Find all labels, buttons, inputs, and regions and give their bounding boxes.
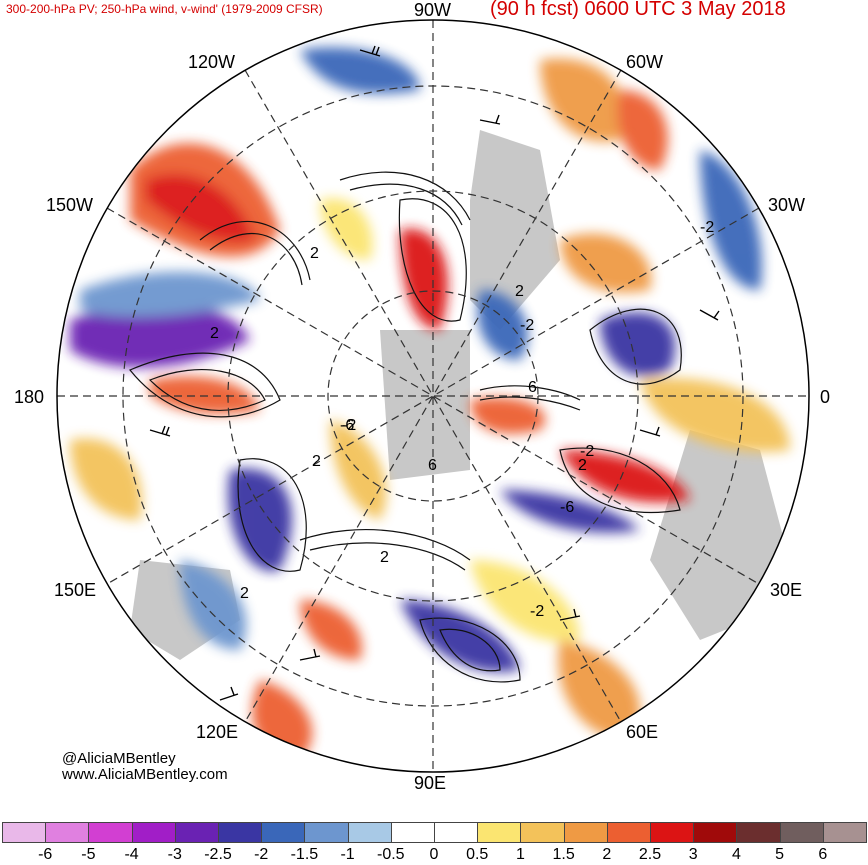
contour-label: -6: [560, 499, 574, 516]
contour-label: 2: [310, 245, 319, 262]
colorbar-tick-label: -1: [340, 846, 355, 863]
colorbar-tick-label: -0.5: [377, 846, 405, 863]
colorbar-tick-label: -4: [124, 846, 139, 863]
contour-label: 2: [312, 453, 321, 470]
colorbar-swatch: [434, 822, 479, 843]
colorbar-swatch: [88, 822, 133, 843]
lon-label-120e: 120E: [196, 722, 239, 742]
contour-label: 2: [578, 457, 587, 474]
wind-barbs: [149, 45, 720, 701]
colorbar-tick-label: 1: [515, 846, 525, 863]
lon-label-60w: 60W: [626, 52, 664, 72]
lon-label-150e: 150E: [54, 580, 97, 600]
colorbar-swatch: [347, 822, 392, 843]
colorbar-swatch: [304, 822, 349, 843]
polar-map: 2 2 2 2 2 2 2 -2 -2 -2 -2 -6 -6 6 6 -2: [56, 19, 810, 773]
colorbar-tick-label: 2: [602, 846, 612, 863]
colorbar-tick-label: 3: [688, 846, 698, 863]
lat-lon-grid: [57, 20, 809, 772]
colorbar: -6 -5 -4 -3 -2.5 -2 -1.5 -1 -0.5 0 0.5 1 1.5 2 2.5 3 4 5 6: [0, 822, 868, 865]
map-title-variables: 300-200-hPa PV; 250-hPa wind, v-wind' (1…: [6, 2, 323, 16]
contour-label: -2: [520, 317, 534, 334]
lon-label-150w: 150W: [46, 195, 94, 215]
contour-label: 6: [528, 379, 537, 396]
contour-label: -6: [340, 417, 354, 434]
contour-label: -2: [342, 417, 356, 434]
contour-label: 2: [515, 283, 524, 300]
lon-label-90e: 90E: [414, 773, 447, 793]
colorbar-swatch: [736, 822, 781, 843]
map-title-forecast-time: (90 h fcst) 0600 UTC 3 May 2018: [490, 0, 786, 20]
contour-label: -2: [580, 443, 594, 460]
colorbar-swatch: [218, 822, 263, 843]
lon-label-90w: 90W: [414, 0, 452, 20]
colorbar-tick-label: -6: [38, 846, 53, 863]
contour-label: 2: [380, 549, 389, 566]
colorbar-swatch: [520, 822, 565, 843]
colorbar-swatch: [390, 822, 435, 843]
lon-label-0: 0: [820, 387, 831, 407]
colorbar-tick-label: -5: [81, 846, 96, 863]
colorbar-swatch: [261, 822, 306, 843]
colorbar-tick-label: 6: [818, 846, 828, 863]
lon-label-180: 180: [14, 387, 45, 407]
contour-label: 2: [240, 585, 249, 602]
colorbar-tick-label: 0: [429, 846, 439, 863]
colorbar-swatch: [45, 822, 90, 843]
contour-labels: 2 2 2 2 2 2 2 -2 -2 -2 -2 -6 -6 6 6 -2: [210, 219, 714, 620]
colorbar-tick-label: -1.5: [290, 846, 319, 863]
colorbar-tick-label: -2: [254, 846, 269, 863]
credit-handle: @AliciaMBentley: [62, 750, 176, 767]
colorbar-swatch: [822, 822, 867, 843]
colorbar-swatch: [563, 822, 608, 843]
colorbar-tick-label: 5: [775, 846, 785, 863]
colorbar-swatch: [779, 822, 824, 843]
colorbar-tick-label: 4: [731, 846, 741, 863]
colorbar-swatch: [693, 822, 738, 843]
colorbar-swatch: [650, 822, 695, 843]
colorbar-tick-label: 1.5: [552, 846, 575, 863]
colorbar-swatch: [477, 822, 522, 843]
lon-label-30e: 30E: [770, 580, 803, 600]
contour-label: -2: [530, 603, 544, 620]
colorbar-swatch: [2, 822, 47, 843]
credit-website: www.AliciaMBentley.com: [62, 766, 228, 783]
colorbar-swatch: [174, 822, 219, 843]
colorbar-tick-label: 0.5: [466, 846, 489, 863]
lon-label-120w: 120W: [188, 52, 236, 72]
contour-label: 6: [428, 457, 437, 474]
colorbar-tick-label: -2.5: [204, 846, 232, 863]
contour-label: 2: [210, 325, 219, 342]
colorbar-tick-label: -3: [167, 846, 182, 863]
contour-label: -2: [700, 219, 714, 236]
colorbar-swatch: [131, 822, 176, 843]
lon-label-60e: 60E: [626, 722, 659, 742]
colorbar-swatch: [606, 822, 651, 843]
lon-label-30w: 30W: [768, 195, 806, 215]
colorbar-tick-label: 2.5: [638, 846, 662, 863]
